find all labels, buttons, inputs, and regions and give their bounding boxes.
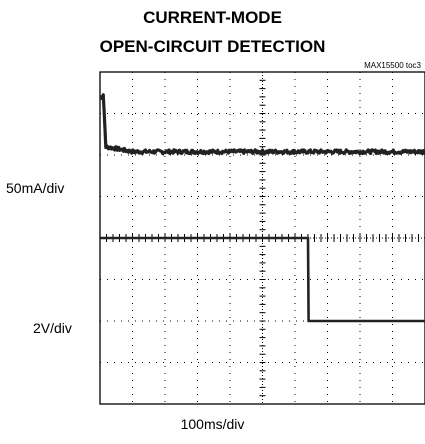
current-scale-label: 50mA/div <box>6 180 64 196</box>
voltage-scale-label: 2V/div <box>33 320 72 336</box>
time-scale-label: 100ms/div <box>0 416 425 432</box>
